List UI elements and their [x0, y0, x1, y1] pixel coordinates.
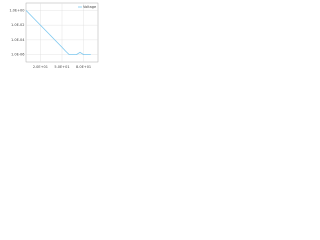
legend-label: Voltage [83, 5, 96, 9]
x-tick-label: 2.0E+01 [33, 65, 48, 69]
y-tick-label: 1.0E+00 [9, 8, 24, 12]
line [25, 10, 91, 56]
y-tick-label: 1.0E-04 [11, 38, 25, 42]
chart: 1.0E+00 1.0E-02 1.0E-04 1.0E-06 2.0E+01 5.0E+… [9, 2, 99, 69]
y-tick-label: 1.0E-06 [11, 53, 25, 57]
x-tick-label: 5.0E+01 [54, 65, 69, 69]
x-tick-label: 8.0E+01 [76, 65, 91, 69]
y-tick-label: 1.0E-02 [11, 23, 25, 27]
